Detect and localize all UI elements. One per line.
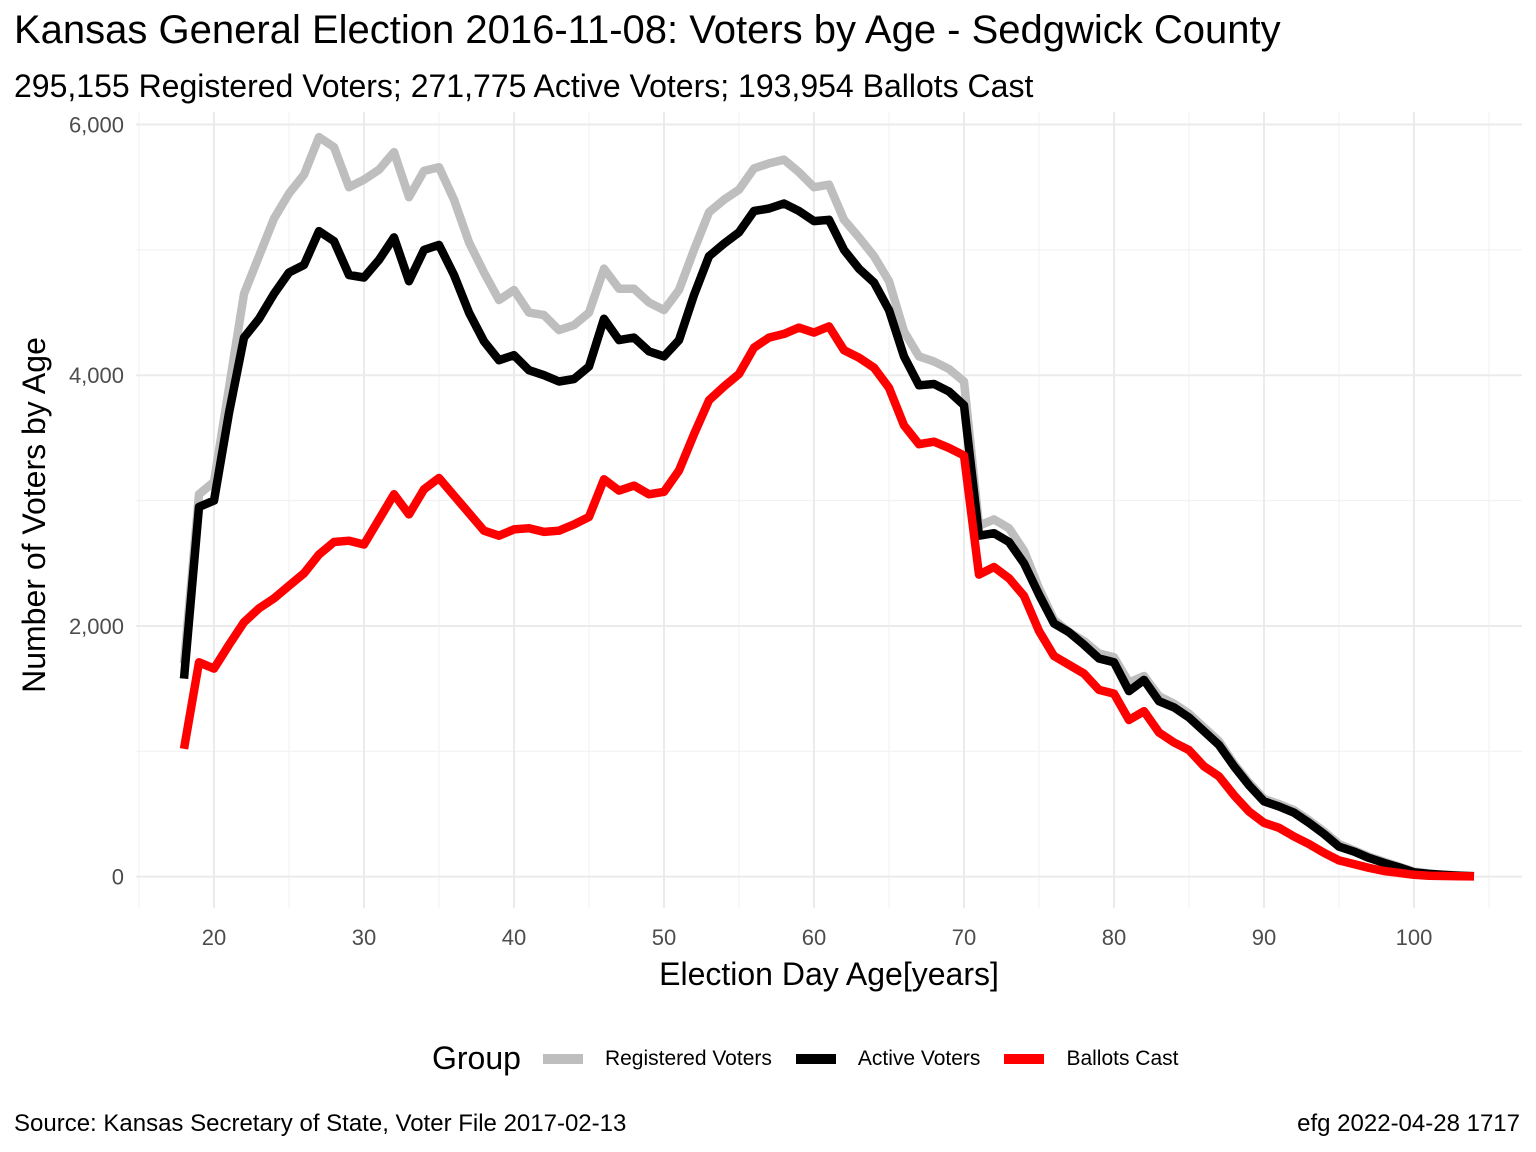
series-line-ballots-cast	[179, 322, 1475, 881]
legend-label-active: Active Voters	[857, 1046, 981, 1070]
y-axis-ticks: 0 2,000 4,000 6,000	[69, 113, 124, 890]
source-caption: Source: Kansas Secretary of State, Voter…	[14, 1110, 627, 1137]
x-tick-label: 90	[1252, 925, 1276, 950]
y-axis-title: Number of Voters by Age	[16, 337, 52, 693]
chart-title: Kansas General Election 2016-11-08: Vote…	[14, 8, 1281, 52]
legend: Group Registered Voters Active Voters Ba…	[432, 1040, 1202, 1077]
legend-title: Group	[432, 1040, 521, 1076]
chart-subtitle: 295,155 Registered Voters; 271,775 Activ…	[14, 68, 1034, 104]
series-line-registered-voters	[179, 132, 1475, 881]
x-tick-label: 100	[1396, 925, 1433, 950]
legend-item-active: Active Voters	[795, 1046, 981, 1071]
x-tick-label: 80	[1102, 925, 1126, 950]
y-tick-label: 4,000	[69, 363, 124, 388]
legend-item-ballots: Ballots Cast	[1004, 1047, 1178, 1071]
legend-label-registered: Registered Voters	[604, 1046, 772, 1070]
legend-item-registered: Registered Voters	[542, 1046, 772, 1071]
x-tick-label: 60	[802, 925, 826, 950]
legend-key-registered	[542, 1053, 583, 1064]
x-tick-label: 50	[652, 925, 676, 950]
series-line-active-voters	[179, 199, 1475, 881]
x-tick-label: 30	[352, 925, 376, 950]
credit-caption: efg 2022-04-28 1717	[1297, 1110, 1520, 1137]
y-tick-label: 6,000	[69, 113, 124, 138]
legend-key-ballots	[1004, 1053, 1045, 1064]
y-tick-label: 0	[112, 865, 124, 890]
gridlines	[136, 112, 1522, 908]
y-tick-label: 2,000	[69, 614, 124, 639]
legend-key-active	[795, 1053, 836, 1064]
series-lines	[179, 132, 1475, 881]
x-axis-ticks: 20 30 40 50 60 70 80 90 100	[202, 925, 1433, 950]
x-tick-label: 20	[202, 925, 226, 950]
x-tick-label: 40	[502, 925, 526, 950]
legend-label-ballots: Ballots Cast	[1066, 1046, 1179, 1070]
x-tick-label: 70	[952, 925, 976, 950]
x-axis-title: Election Day Age[years]	[659, 956, 999, 992]
